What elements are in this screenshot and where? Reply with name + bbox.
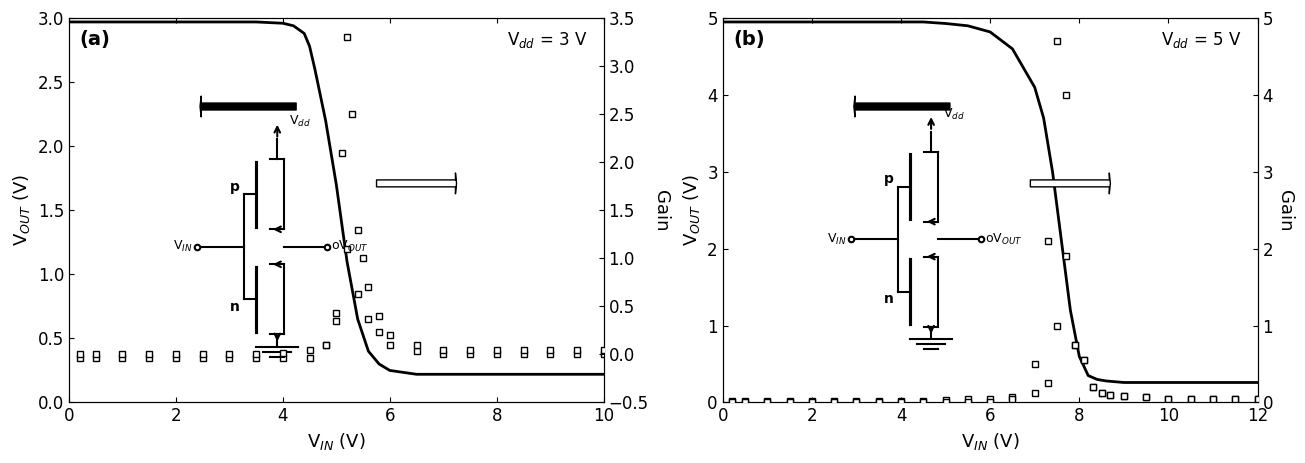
Text: (b): (b)	[733, 30, 765, 49]
Text: V$_{dd}$ = 5 V: V$_{dd}$ = 5 V	[1161, 30, 1241, 50]
Text: (a): (a)	[80, 30, 111, 49]
Y-axis label: V$_{OUT}$ (V): V$_{OUT}$ (V)	[681, 174, 702, 246]
Text: V$_{dd}$ = 3 V: V$_{dd}$ = 3 V	[508, 30, 587, 50]
Y-axis label: Gain: Gain	[1276, 189, 1293, 231]
X-axis label: V$_{IN}$ (V): V$_{IN}$ (V)	[307, 431, 365, 452]
X-axis label: V$_{IN}$ (V): V$_{IN}$ (V)	[960, 431, 1019, 452]
Y-axis label: V$_{OUT}$ (V): V$_{OUT}$ (V)	[12, 174, 33, 246]
Y-axis label: Gain: Gain	[651, 189, 669, 231]
